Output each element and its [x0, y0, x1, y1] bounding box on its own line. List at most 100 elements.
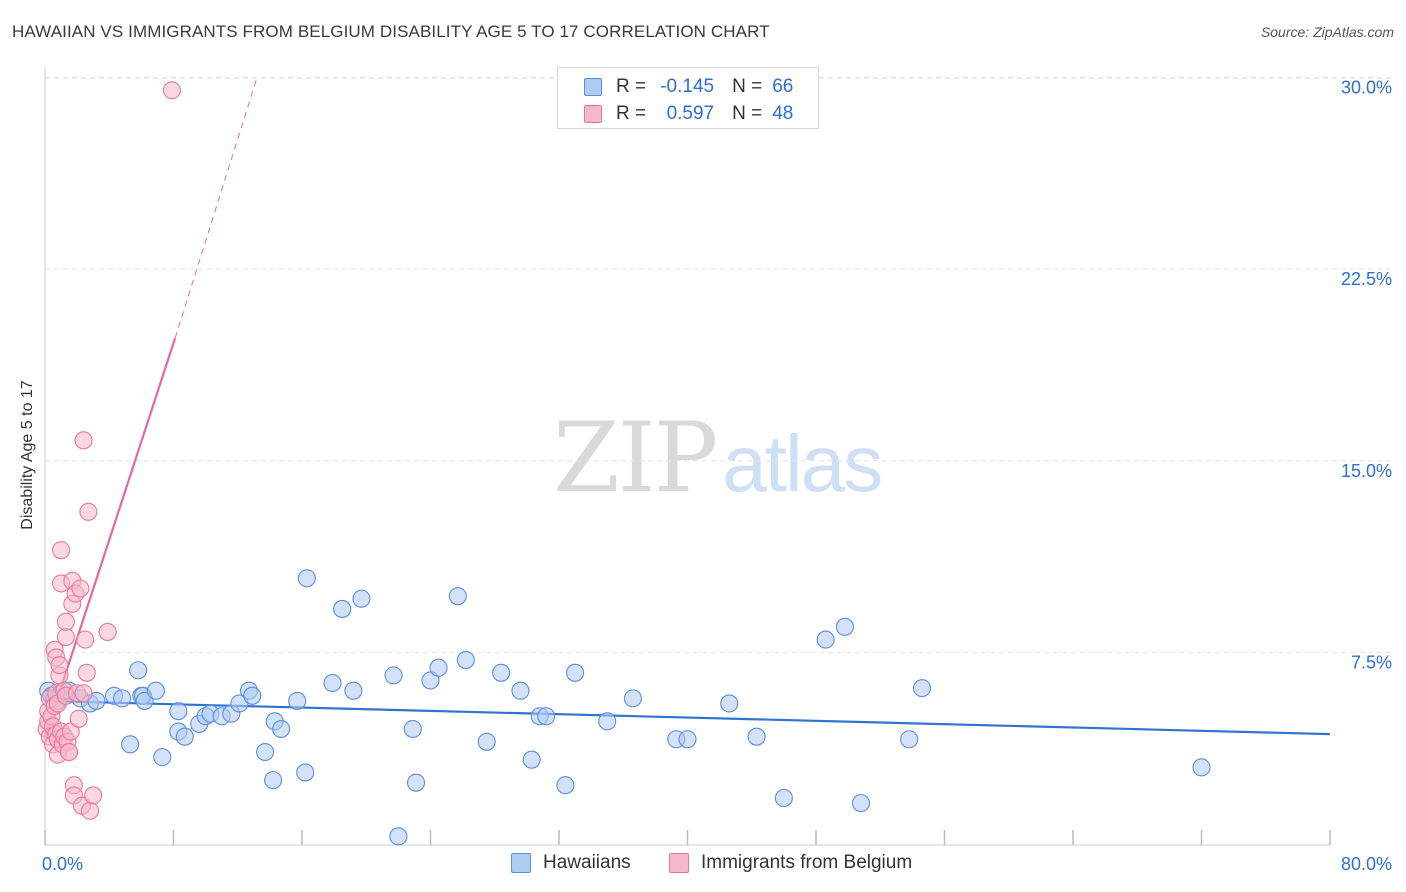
belgium-point — [162, 81, 181, 100]
belgium-point — [56, 627, 75, 647]
hawaiian-point — [323, 673, 342, 693]
belgium-point — [50, 656, 69, 675]
y-tick-label: 22.5% — [1341, 269, 1392, 289]
hawaiian-point — [135, 691, 154, 710]
r-label: R = — [616, 103, 647, 124]
belgium-point — [71, 579, 90, 598]
hawaiian-point — [113, 689, 132, 708]
trend-lines — [43, 77, 1331, 738]
hawaiian-point — [522, 750, 541, 769]
hawaiian-point — [511, 681, 530, 700]
x-tick-label: 0.0% — [42, 854, 83, 874]
hawaiian-point — [333, 599, 352, 618]
watermark-atlas: atlas — [722, 419, 883, 508]
data-points — [37, 81, 1211, 846]
hawaiian-point — [747, 727, 766, 746]
hawaiian-point — [429, 658, 448, 677]
hawaiian-point — [129, 661, 148, 680]
x-tick-label: 80.0% — [1341, 854, 1392, 874]
belgium-legend-swatch — [669, 853, 689, 873]
n-label: N = — [732, 103, 763, 124]
hawaiian-point — [403, 719, 422, 739]
n-value: 48 — [772, 103, 794, 124]
belgium-point — [52, 541, 71, 560]
hawaiian-point — [272, 719, 291, 739]
gridlines — [45, 77, 1392, 653]
belgium-point — [98, 622, 117, 641]
hawaiian-point — [243, 686, 262, 705]
hawaiian-point — [556, 776, 575, 795]
hawaiian-point — [264, 771, 283, 790]
y-tick-label: 30.0% — [1341, 78, 1392, 98]
legend-row-belgium: R = 0.597 N = 48 — [584, 102, 793, 126]
series-legend: Hawaiians Immigrants from Belgium — [0, 852, 1406, 878]
belgium-point — [60, 742, 79, 762]
chart-title: HAWAIIAN VS IMMIGRANTS FROM BELGIUM DISA… — [12, 22, 770, 41]
hawaiians-swatch — [584, 78, 602, 96]
correlation-legend: R = -0.145 N = 66 R = 0.597 N = 48 — [557, 67, 819, 129]
belgium-point — [74, 431, 93, 450]
hawaiians-legend-label: Hawaiians — [543, 852, 631, 873]
hawaiian-point — [406, 773, 426, 792]
hawaiian-point — [851, 794, 871, 813]
belgium-point — [84, 786, 103, 805]
hawaiian-point — [146, 681, 165, 700]
y-tick-label: 15.0% — [1341, 461, 1392, 481]
source-credit: Source: ZipAtlas.com — [1260, 24, 1394, 40]
belgium-point — [69, 709, 88, 728]
belgium-legend-label: Immigrants from Belgium — [701, 852, 913, 873]
hawaiian-point — [566, 663, 585, 682]
legend-row-hawaiians: R = -0.145 N = 66 — [584, 75, 793, 99]
hawaiian-point — [456, 650, 475, 670]
hawaiian-point — [537, 707, 556, 726]
hawaiian-point — [296, 763, 315, 782]
belgium-point — [56, 612, 75, 631]
tick-labels: 7.5% 15.0% 22.5% 30.0% 0.0% 80.0% — [42, 78, 1392, 875]
hawaiian-point — [835, 617, 854, 636]
hawaiian-point — [448, 587, 467, 606]
hawaiian-point — [598, 712, 617, 731]
belgium-point — [76, 630, 95, 649]
hawaiian-point — [121, 735, 140, 754]
belgium-point — [80, 801, 100, 820]
hawaiians-legend-swatch — [511, 853, 531, 873]
hawaiian-point — [477, 732, 496, 751]
belgium-point — [74, 684, 93, 703]
hawaiian-point — [1192, 758, 1211, 777]
hawaiian-point — [344, 681, 363, 700]
hawaiian-point — [816, 630, 835, 649]
r-value: -0.145 — [660, 76, 715, 97]
r-value: 0.597 — [666, 103, 715, 124]
hawaiian-point — [492, 663, 511, 682]
belgium-swatch — [584, 105, 602, 123]
hawaiian-point — [169, 702, 188, 721]
belgium-trend-extension — [174, 77, 258, 339]
hawaiian-point — [153, 748, 172, 767]
hawaiian-point — [352, 589, 371, 608]
n-value: 66 — [772, 76, 794, 97]
hawaiian-point — [288, 691, 307, 710]
hawaiian-point — [297, 569, 316, 588]
watermark: ZIPatlas — [553, 402, 883, 514]
hawaiian-point — [421, 671, 440, 690]
belgium-point — [61, 722, 80, 741]
r-label: R = — [616, 76, 647, 97]
hawaiian-point — [912, 679, 932, 698]
legend-item-hawaiians[interactable]: Hawaiians — [511, 852, 631, 874]
legend-item-belgium[interactable]: Immigrants from Belgium — [669, 852, 912, 874]
hawaiian-point — [175, 727, 194, 746]
belgium-point — [79, 502, 98, 521]
hawaiian-point — [256, 742, 275, 762]
hawaiian-point — [720, 694, 739, 713]
n-label: N = — [732, 76, 763, 97]
hawaiian-point — [389, 827, 408, 846]
hawaiian-point — [900, 730, 919, 749]
hawaiian-point — [774, 788, 793, 808]
hawaiians-trend-line — [44, 699, 1331, 736]
belgium-point — [77, 663, 96, 682]
hawaiian-point — [623, 689, 642, 708]
y-tick-label: 7.5% — [1351, 652, 1392, 672]
hawaiian-point — [384, 666, 403, 685]
watermark-zip: ZIP — [553, 402, 718, 514]
